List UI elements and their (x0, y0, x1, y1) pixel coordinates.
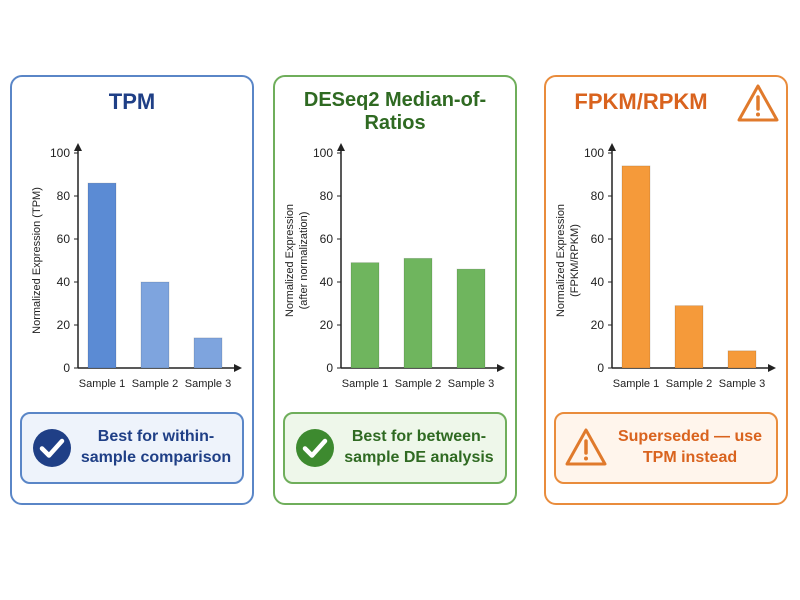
panel-title: DESeq2 Median-of-Ratios (303, 89, 487, 134)
callout-text: Best for within-sample comparison (80, 428, 232, 466)
y-tick-label: 40 (320, 275, 334, 289)
bar (140, 281, 170, 369)
y-tick-label: 0 (63, 361, 70, 375)
y-tick-label: 80 (320, 189, 334, 203)
callout-text: Superseded — use TPM instead (617, 428, 763, 466)
x-axis-arrow (768, 364, 776, 372)
recommendation-callout: Best for between-sample DE analysis (283, 412, 507, 484)
tpm-chart: 0 20 40 60 80 100 Normalized Expression (TPM) S… (31, 143, 242, 390)
bar (403, 257, 433, 369)
x-tick-label: Sample 1 (79, 378, 125, 390)
y-tick-label: 100 (584, 146, 604, 160)
bar (350, 262, 380, 369)
bar (727, 350, 757, 369)
warning-triangle-icon (565, 428, 607, 466)
tpm-panel: TPM 0 20 40 60 80 100 Normalized Expression (T… (10, 75, 254, 505)
x-axis-arrow (234, 364, 242, 372)
x-tick-label: Sample 2 (666, 378, 712, 390)
y-axis-label: Normalized Expression (TPM) (31, 187, 43, 334)
deseq2-panel: DESeq2 Median-of-Ratios 0 20 40 60 80 100 Norm… (273, 75, 517, 505)
x-tick-label: Sample 1 (342, 378, 388, 390)
panel-title: FPKM/RPKM (574, 89, 708, 114)
y-axis-label: Normalized Expression (284, 204, 296, 317)
x-tick-label: Sample 3 (448, 378, 494, 390)
x-tick-label: Sample 3 (185, 378, 231, 390)
check-circle-icon (33, 429, 71, 467)
y-axis-arrow (608, 143, 616, 151)
recommendation-callout: Best for within-sample comparison (20, 412, 244, 484)
y-axis-label: (FPKM/RPKM) (569, 224, 581, 297)
fpkm-chart: 0 20 40 60 80 100 Normalized Expression (FPKM/R… (555, 143, 776, 390)
warning-callout: Superseded — use TPM instead (554, 412, 778, 484)
y-tick-label: 20 (591, 318, 605, 332)
x-tick-label: Sample 2 (132, 378, 178, 390)
x-tick-label: Sample 3 (719, 378, 765, 390)
y-tick-label: 20 (57, 318, 71, 332)
y-axis-arrow (74, 143, 82, 151)
y-tick-label: 40 (57, 275, 71, 289)
bar (621, 165, 651, 369)
deseq2-chart: 0 20 40 60 80 100 Normalized Expression (after … (284, 143, 505, 390)
y-tick-label: 100 (50, 146, 70, 160)
y-axis-label: Normalized Expression (555, 204, 567, 317)
panel-title: TPM (108, 89, 156, 114)
bar (456, 268, 486, 369)
y-tick-label: 0 (597, 361, 604, 375)
y-tick-label: 20 (320, 318, 334, 332)
fpkm-panel: FPKM/RPKM 0 20 40 60 80 100 Normalized Express… (544, 75, 788, 505)
x-tick-label: Sample 1 (613, 378, 659, 390)
y-tick-label: 80 (591, 189, 605, 203)
y-axis-arrow (337, 143, 345, 151)
y-axis-label: (after normalization) (298, 212, 310, 310)
bar (674, 305, 704, 369)
callout-text: Best for between-sample DE analysis (344, 428, 494, 466)
y-tick-label: 40 (591, 275, 605, 289)
y-tick-label: 60 (591, 232, 605, 246)
y-tick-label: 60 (57, 232, 71, 246)
bar (193, 337, 223, 369)
y-tick-label: 60 (320, 232, 334, 246)
x-tick-label: Sample 2 (395, 378, 441, 390)
y-tick-label: 100 (313, 146, 333, 160)
warning-triangle-icon (737, 84, 779, 122)
y-tick-label: 80 (57, 189, 71, 203)
x-axis-arrow (497, 364, 505, 372)
check-circle-icon (296, 429, 334, 467)
bar (87, 182, 117, 369)
y-tick-label: 0 (326, 361, 333, 375)
